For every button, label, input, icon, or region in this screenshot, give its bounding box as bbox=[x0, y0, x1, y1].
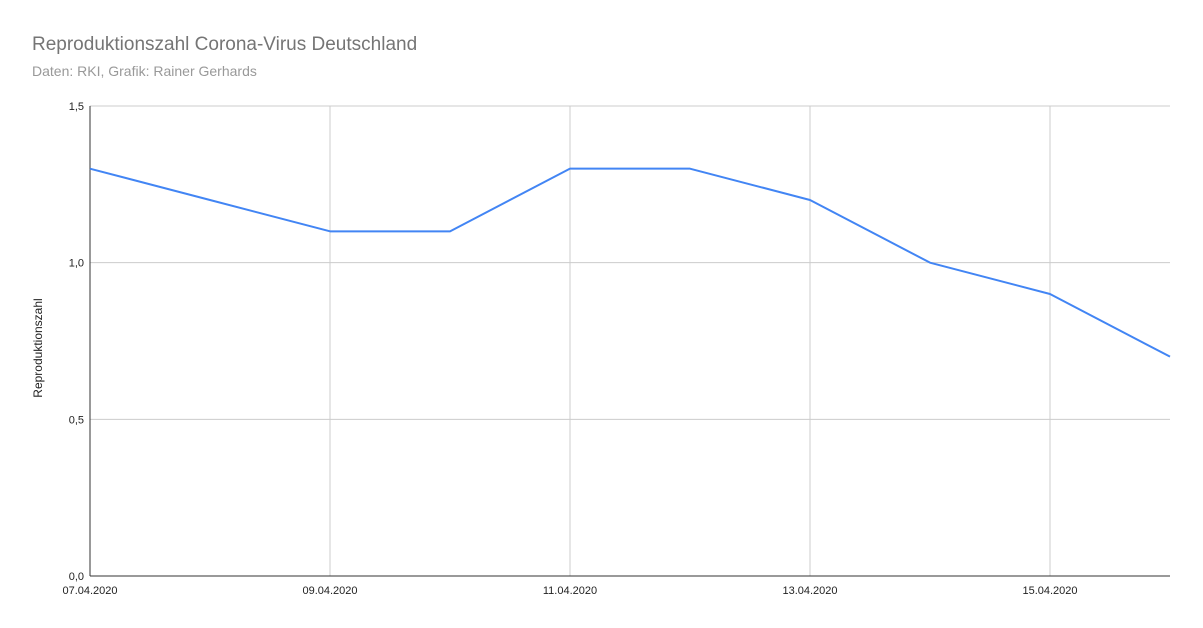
chart-title: Reproduktionszahl Corona-Virus Deutschla… bbox=[32, 34, 417, 55]
y-tick-label: 1,5 bbox=[69, 101, 84, 113]
x-tick-label: 15.04.2020 bbox=[1022, 585, 1077, 597]
data-line bbox=[89, 167, 1171, 358]
x-tick-label: 07.04.2020 bbox=[62, 585, 117, 597]
y-tick-label: 0,0 bbox=[69, 571, 84, 583]
x-tick-label: 09.04.2020 bbox=[302, 585, 357, 597]
y-axis-label: Reproduktionszahl bbox=[31, 298, 45, 397]
x-tick-label: 13.04.2020 bbox=[782, 585, 837, 597]
chart-subtitle: Daten: RKI, Grafik: Rainer Gerhards bbox=[32, 63, 257, 79]
y-tick-label: 0,5 bbox=[69, 414, 84, 426]
y-tick-label: 1,0 bbox=[69, 258, 84, 270]
x-tick-label: 11.04.2020 bbox=[543, 585, 597, 597]
